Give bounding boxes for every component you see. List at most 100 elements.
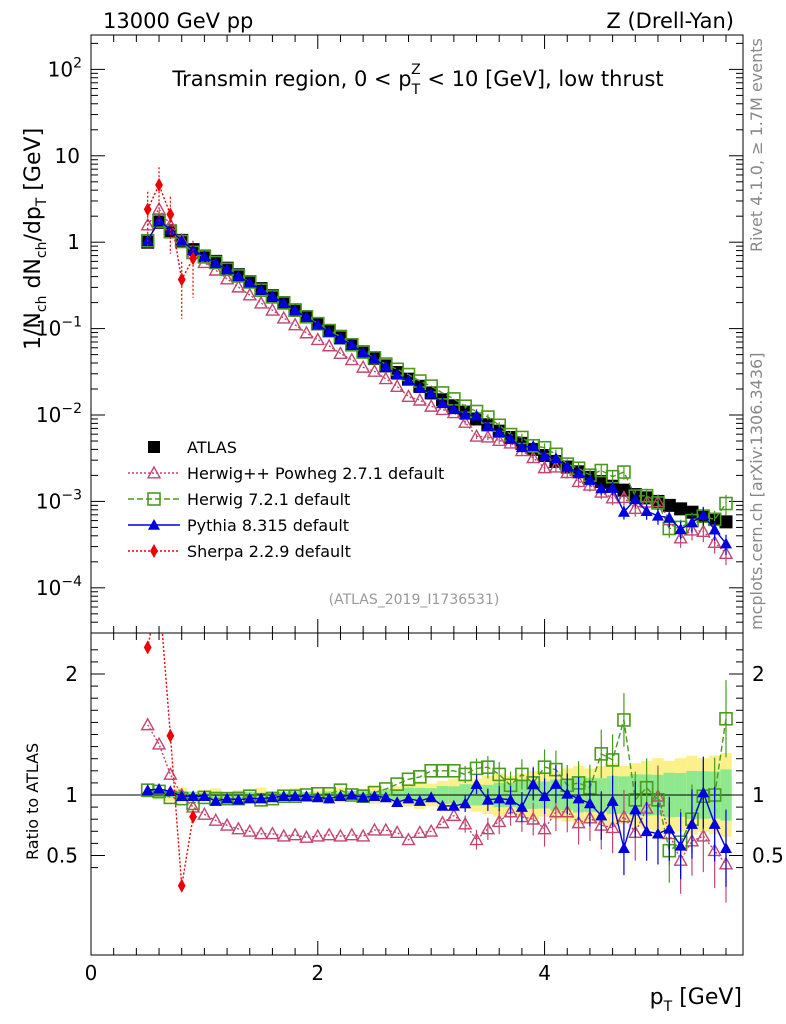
data-point-1 <box>616 490 632 504</box>
ratio-point-1 <box>571 815 586 829</box>
ratio-point-1 <box>310 828 325 842</box>
legend-marker <box>148 519 160 530</box>
data-point-3 <box>243 276 256 288</box>
ratio-tick-label-right: 2 <box>752 662 765 686</box>
data-point-0 <box>719 515 733 529</box>
data-point-3 <box>481 420 494 432</box>
ratio-point-3 <box>595 809 608 821</box>
data-point-1 <box>367 363 382 377</box>
data-point-3 <box>232 270 245 282</box>
data-point-3 <box>651 509 664 521</box>
ratio-point-3 <box>187 790 200 802</box>
ratio-point-3 <box>515 801 528 812</box>
data-point-3 <box>209 257 222 269</box>
y-tick-label: 10−3 <box>36 487 82 513</box>
ratio-point-3 <box>651 827 664 839</box>
mcplots-label: mcplots.cern.ch [arXiv:1306.3436] <box>747 353 766 630</box>
ratio-point-3 <box>391 796 404 808</box>
ratio-point-3 <box>289 790 302 802</box>
ratio-point-1 <box>458 816 473 830</box>
data-point-1 <box>605 490 620 504</box>
data-point-3 <box>595 482 608 494</box>
data-point-3 <box>708 523 721 535</box>
ratio-tick-label: 1 <box>65 783 78 807</box>
data-point-1 <box>378 371 394 385</box>
data-point-1 <box>333 346 348 360</box>
ratio-point-3 <box>141 784 154 795</box>
x-tick-label: 2 <box>311 961 324 985</box>
data-point-2 <box>242 275 257 289</box>
ratio-point-3 <box>153 782 166 794</box>
ratio-point-3 <box>277 790 290 802</box>
data-point-3 <box>470 409 483 421</box>
y-tick-label: 10−2 <box>36 401 82 427</box>
data-point-3 <box>697 509 710 520</box>
legend-label: Pythia 8.315 default <box>187 516 349 535</box>
data-point-1 <box>628 501 643 514</box>
ratio-data <box>140 633 734 903</box>
ratio-point-1 <box>321 827 337 841</box>
ratio-point-3 <box>504 793 517 805</box>
ratio-point-1 <box>389 825 405 839</box>
ratio-point-3 <box>481 793 494 805</box>
data-point-3 <box>311 318 324 330</box>
y-tick-label: 10−1 <box>36 315 82 341</box>
legend-marker <box>148 441 160 453</box>
ratio-point-3 <box>255 792 268 804</box>
x-tick-label: 4 <box>538 961 551 985</box>
ratio-point-1 <box>242 823 257 837</box>
data-point-1 <box>389 379 405 392</box>
data-point-1 <box>208 262 223 276</box>
data-point-1 <box>344 352 359 366</box>
data-point-2 <box>639 488 654 503</box>
data-point-3 <box>198 250 211 262</box>
ratio-point-3 <box>436 799 449 811</box>
data-point-3 <box>175 234 188 246</box>
data-point-1 <box>571 474 586 488</box>
y-tick-label: 102 <box>48 55 82 81</box>
ratio-point-2 <box>719 711 733 726</box>
data-point-3 <box>459 408 472 420</box>
ratio-point-1 <box>333 828 348 842</box>
ratio-point-4 <box>143 640 152 655</box>
data-point-1 <box>458 414 473 428</box>
data-point-1 <box>253 295 269 309</box>
data-point-1 <box>718 546 734 560</box>
ratio-tick-label-right: 1 <box>752 783 765 807</box>
ratio-point-1 <box>412 825 428 839</box>
ratio-point-1 <box>537 821 552 835</box>
header-right: Z (Drell-Yan) <box>606 9 734 33</box>
data-point-1 <box>151 201 167 215</box>
data-point-3 <box>504 432 517 444</box>
ratio-point-1 <box>560 804 575 818</box>
data-point-2 <box>299 309 314 324</box>
ratio-point-3 <box>413 795 426 806</box>
data-point-3 <box>391 368 404 380</box>
ratio-point-1 <box>163 766 178 780</box>
data-point-1 <box>197 255 212 269</box>
data-point-3 <box>617 505 630 517</box>
ratio-tick-label: 2 <box>65 662 78 686</box>
data-point-1 <box>265 302 280 316</box>
data-point-3 <box>357 346 370 358</box>
ratio-point-1 <box>265 826 280 840</box>
ratio-point-3 <box>663 822 676 834</box>
legend-label: Herwig 7.2.1 default <box>187 490 350 509</box>
y-tick-label: 10−4 <box>36 574 82 600</box>
main-data <box>140 167 734 566</box>
data-point-3 <box>515 441 528 453</box>
data-point-3 <box>323 326 336 337</box>
ratio-point-1 <box>355 828 371 842</box>
ratio-point-1 <box>344 827 359 841</box>
axis-ticks: 0 2 4 10−4 10−3 10−2 10−1 1 10 102 0.5 0.5 1 1 2 2 <box>36 35 784 985</box>
ratio-point-3 <box>311 791 324 803</box>
ratio-point-3 <box>425 791 438 803</box>
ratio-point-3 <box>243 792 256 804</box>
ratio-point-2 <box>639 780 654 795</box>
data-point-2 <box>617 465 631 479</box>
analysis-tag: (ATLAS_2019_I1736531) <box>329 592 500 608</box>
data-point-1 <box>435 402 450 416</box>
data-point-3 <box>266 290 279 302</box>
data-point-3 <box>493 426 506 438</box>
data-point-3 <box>583 474 596 485</box>
